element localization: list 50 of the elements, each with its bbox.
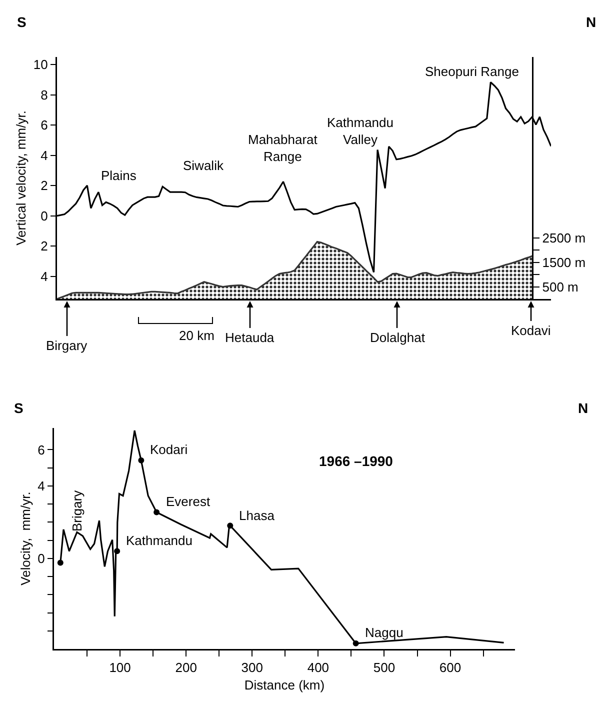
x-tick-label: 600 [439,660,462,676]
annotation: Plains [101,168,137,183]
x-tick-label: 200 [175,660,197,676]
text: Kodavi [511,323,551,338]
y-tick-label: 2 [40,178,48,194]
annotation: Kathmandu [126,533,192,548]
y-tick-label: 0 [38,550,45,566]
annotation: Kathmandu Valley [327,115,394,147]
x-tick-label: 300 [241,660,263,676]
point [57,560,64,566]
y-tick-label: 10 [33,57,48,72]
y-tick-label: 2 [40,238,48,254]
point [227,522,234,529]
text: N [586,14,596,30]
annotation: 1966 –1990 [319,453,394,469]
y-axis-title: Vertical velocity, mm/yr. [14,110,29,246]
text: Birgary [46,338,88,353]
y-tick-label: 8 [40,87,48,102]
x-tick-label: 500 [373,660,396,676]
text: 20 km [179,328,214,343]
text: Dolalghat [370,330,426,345]
annotation: Lhasa [239,508,276,523]
point [352,640,359,646]
y-tick-label: 6 [40,118,48,133]
y-axis-title: Velocity, mm/yr. [18,492,33,586]
text: S [17,14,26,30]
x-tick-label: 100 [109,660,131,676]
y2-tick-label: 500 m [542,279,578,294]
annotation: Sheopuri Range [425,64,519,79]
annotation: Brigary [70,490,84,532]
annotation: Kodari [150,442,188,457]
text: S [14,400,24,416]
y2-tick-label: 1500 m [542,254,586,270]
y-tick-label: 6 [38,442,45,458]
annotation: Siwalik [183,158,224,173]
text: Hetauda [225,330,275,345]
y-tick-label: 4 [40,148,48,163]
point [154,509,160,516]
annotation: Mahabharat Range [248,132,318,164]
y-tick-label: 4 [40,268,48,284]
annotation: Nagqu [365,625,404,640]
point [138,457,144,464]
x-axis-title: Distance (km) [244,677,325,692]
x-tick-label: 400 [307,660,330,676]
text: N [578,400,588,416]
y-tick-label: 0 [40,208,48,224]
point [114,548,120,554]
y2-tick-label: 2500 m [542,230,586,246]
annotation: Everest [166,494,210,509]
y-tick-label: 4 [38,478,45,494]
